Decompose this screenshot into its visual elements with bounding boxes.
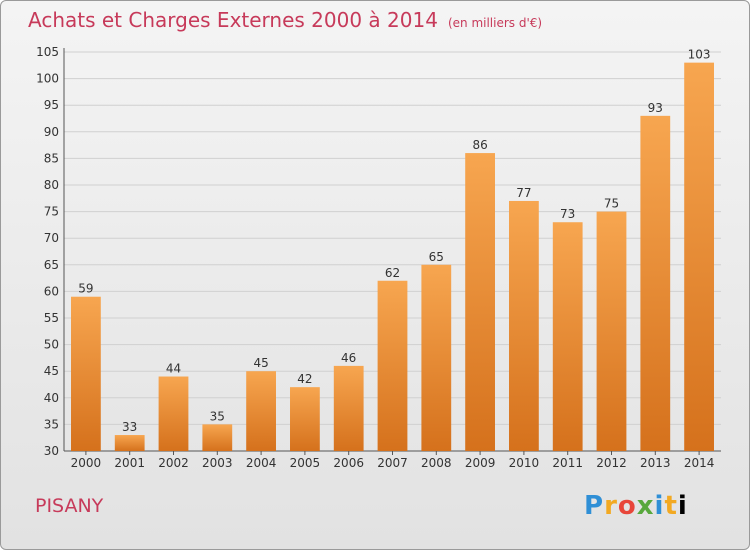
- y-tick-label: 35: [44, 417, 59, 431]
- bar-value-label: 59: [78, 282, 93, 296]
- y-tick-label: 70: [44, 231, 59, 245]
- y-tick-label: 55: [44, 311, 59, 325]
- bar-2000: [71, 296, 101, 451]
- bar-value-label: 73: [560, 207, 575, 221]
- bar-2009: [465, 153, 495, 451]
- x-tick-label: 2008: [421, 456, 452, 470]
- y-tick-label: 90: [44, 125, 59, 139]
- bar-2011: [552, 222, 583, 451]
- x-tick-label: 2000: [71, 456, 102, 470]
- x-tick-label: 2014: [684, 456, 715, 470]
- bar-2012: [596, 211, 627, 451]
- bar-2003: [202, 424, 233, 451]
- y-tick-label: 75: [44, 205, 59, 219]
- y-tick-label: 105: [36, 45, 59, 59]
- bar-2007: [377, 280, 408, 451]
- chart-title-text: Achats et Charges Externes 2000 à 2014: [28, 8, 438, 32]
- y-tick-label: 95: [44, 98, 59, 112]
- chart-unit: (en milliers d'€): [447, 16, 543, 30]
- bar-value-label: 103: [688, 48, 711, 62]
- y-tick-label: 85: [44, 151, 59, 165]
- x-tick-label: 2004: [246, 456, 277, 470]
- bar-2006: [333, 365, 364, 451]
- bar-2008: [421, 264, 452, 451]
- bar-2002: [158, 376, 189, 451]
- commune-name: PISANY: [35, 495, 104, 517]
- y-tick-label: 60: [44, 284, 59, 298]
- proxiti-logo: Proxiti: [584, 491, 688, 521]
- bar-value-label: 44: [166, 362, 181, 376]
- bar-value-label: 62: [385, 266, 400, 280]
- y-tick-label: 100: [36, 72, 59, 86]
- bar-value-label: 33: [122, 420, 137, 434]
- bar-2014: [684, 62, 714, 451]
- x-tick-label: 2002: [158, 456, 189, 470]
- x-tick-label: 2012: [596, 456, 627, 470]
- x-tick-label: 2005: [290, 456, 321, 470]
- y-tick-label: 45: [44, 364, 59, 378]
- x-tick-label: 2010: [509, 456, 540, 470]
- bar-2001: [114, 435, 145, 451]
- bar-value-label: 46: [341, 351, 356, 365]
- bar-value-label: 65: [429, 250, 444, 264]
- y-tick-label: 30: [44, 444, 59, 458]
- bar-2010: [509, 200, 539, 451]
- y-tick-label: 50: [44, 338, 59, 352]
- x-tick-label: 2011: [552, 456, 583, 470]
- y-tick-label: 80: [44, 178, 59, 192]
- y-tick-label: 65: [44, 258, 59, 272]
- bar-2013: [640, 115, 671, 451]
- chart-title: Achats et Charges Externes 2000 à 2014 (e…: [28, 8, 542, 32]
- bar-value-label: 77: [516, 186, 531, 200]
- x-tick-label: 2013: [640, 456, 671, 470]
- bar-value-label: 35: [210, 409, 225, 423]
- bar-2004: [246, 371, 276, 451]
- x-tick-label: 2003: [202, 456, 233, 470]
- bar-value-label: 75: [604, 197, 619, 211]
- x-tick-label: 2006: [333, 456, 364, 470]
- bar-2005: [290, 387, 320, 451]
- x-tick-label: 2009: [465, 456, 496, 470]
- bar-value-label: 93: [648, 101, 663, 115]
- bar-value-label: 45: [253, 356, 268, 370]
- bar-value-label: 86: [472, 138, 487, 152]
- x-tick-label: 2001: [114, 456, 145, 470]
- bar-value-label: 42: [297, 372, 312, 386]
- y-tick-label: 40: [44, 391, 59, 405]
- x-tick-label: 2007: [377, 456, 408, 470]
